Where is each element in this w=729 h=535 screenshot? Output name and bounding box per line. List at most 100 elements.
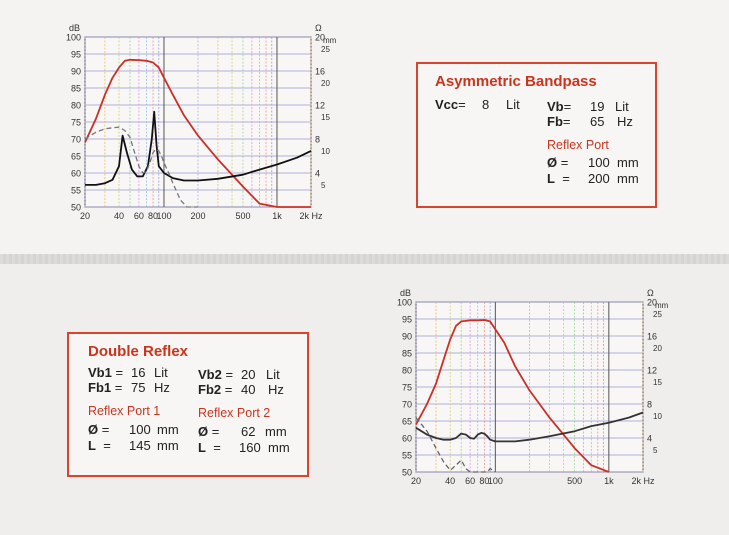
asymmetric-bandpass-box: Asymmetric Bandpass Vcc= 8 Lit Vb= 19 Li… [416, 62, 657, 208]
right-tick-mm: 5 [653, 446, 658, 455]
equals-sign: = [225, 367, 234, 382]
right-tick-mm: 15 [321, 113, 330, 122]
fb2-label: Fb2 [198, 382, 222, 397]
series-line [84, 58, 311, 208]
x-tick-label: 100 [156, 211, 171, 221]
right-tick-mm: 10 [321, 147, 330, 156]
y-tick-label: 65 [402, 417, 412, 427]
port1-length-unit: mm [157, 438, 179, 453]
equals-sign: = [458, 97, 466, 112]
right-tick-mm: 20 [321, 79, 330, 88]
equals-sign: = [562, 171, 570, 186]
vb2-unit: Lit [266, 367, 280, 382]
equals-sign: = [562, 114, 571, 129]
port2-length-label: L [198, 440, 206, 455]
equals-sign: = [101, 422, 110, 437]
length-value: 200 [588, 171, 610, 186]
y-tick-label: 55 [71, 186, 81, 196]
right-tick-ohm: 16 [647, 332, 657, 342]
y-tick-label: 50 [71, 203, 81, 213]
vb-value: 19 [590, 99, 605, 114]
port2-diameter-value: 62 [241, 424, 256, 439]
fb2-value: 40 [241, 382, 256, 397]
y-tick-label: 60 [402, 434, 412, 444]
fb1-unit: Hz [154, 380, 170, 395]
right-tick-ohm: 4 [647, 434, 652, 444]
fb-value: 65 [590, 114, 605, 129]
y-tick-label: 100 [397, 298, 412, 308]
y-tick-label: 60 [71, 169, 81, 179]
port1-diameter-unit: mm [157, 422, 179, 437]
right-tick-mm: 10 [653, 412, 662, 421]
y-tick-label: 75 [402, 383, 412, 393]
port1-diameter-label: Ø [88, 422, 99, 437]
x-tick-label: 2k Hz [631, 476, 655, 486]
vb1-value: 16 [131, 365, 146, 380]
vb1-unit: Lit [154, 365, 168, 380]
x-tick-label: 40 [445, 476, 455, 486]
right-tick-ohm: 8 [315, 135, 320, 145]
x-tick-label: 40 [114, 211, 124, 221]
x-tick-label: 20 [411, 476, 421, 486]
fb1-row: Fb1 = [88, 380, 122, 395]
vb-row: Vb= [547, 99, 571, 114]
right-axis-unit-mm: mm [655, 301, 669, 310]
vb2-label: Vb2 [198, 367, 222, 382]
port2-length-row: L = [198, 440, 221, 455]
y-tick-label: 65 [71, 152, 81, 162]
vb1-row: Vb1 = [88, 365, 123, 380]
fb-row: Fb= [547, 114, 570, 129]
fb1-value: 75 [131, 380, 146, 395]
fb-label: Fb [547, 114, 563, 129]
right-tick-mm: 25 [653, 310, 662, 319]
x-tick-label: 60 [465, 476, 475, 486]
vcc-value: 8 [482, 97, 490, 112]
reflex-port-title: Reflex Port [547, 138, 609, 152]
diameter-unit: mm [617, 155, 639, 170]
y-tick-label: 90 [71, 67, 81, 77]
fb2-row: Fb2 = [198, 382, 232, 397]
y-tick-label: 70 [402, 400, 412, 410]
vb-label: Vb [547, 99, 564, 114]
asymmetric-bandpass-title: Asymmetric Bandpass [435, 73, 597, 90]
y-tick-label: 70 [71, 135, 81, 145]
y-tick-label: 85 [71, 84, 81, 94]
equals-sign: = [211, 424, 220, 439]
double-reflex-title: Double Reflex [88, 343, 189, 360]
equals-sign: = [563, 99, 572, 114]
port1-diameter-value: 100 [129, 422, 151, 437]
x-tick-label: 500 [567, 476, 582, 486]
right-tick-ohm: 4 [315, 169, 320, 179]
x-tick-label: 60 [134, 211, 144, 221]
reflex-port-2-title: Reflex Port 2 [198, 406, 271, 420]
right-axis-unit-mm: mm [323, 36, 337, 45]
series-line [415, 411, 644, 443]
right-tick-mm: 20 [653, 344, 662, 353]
double-reflex-box: Double Reflex Vb1 = 16 Lit Fb1 = 75 Hz V… [67, 332, 309, 477]
length-label: L [547, 171, 555, 186]
series-line [85, 110, 312, 186]
x-tick-label: 1k [604, 476, 614, 486]
y-tick-label: 80 [71, 101, 81, 111]
right-tick-ohm: 8 [647, 400, 652, 410]
series-line [415, 319, 610, 473]
vb-unit: Lit [615, 99, 629, 114]
port2-diameter-row: Ø = [198, 424, 219, 439]
right-tick-ohm: 20 [647, 298, 657, 308]
fb2-unit: Hz [268, 382, 284, 397]
vcc-label: Vcc [435, 97, 459, 112]
port2-length-unit: mm [268, 440, 290, 455]
y-tick-label: 50 [402, 468, 412, 478]
port2-diameter-label: Ø [198, 424, 209, 439]
reflex-port-1-title: Reflex Port 1 [88, 404, 161, 418]
equals-sign: = [224, 382, 233, 397]
port1-diameter-row: Ø = [88, 422, 109, 437]
x-tick-label: 80 [148, 211, 158, 221]
right-axis-unit-ohm: Ω [315, 23, 322, 33]
port1-length-row: L = [88, 438, 111, 453]
x-tick-label: 500 [235, 211, 250, 221]
length-row: L = [547, 171, 570, 186]
fb1-label: Fb1 [88, 380, 112, 395]
